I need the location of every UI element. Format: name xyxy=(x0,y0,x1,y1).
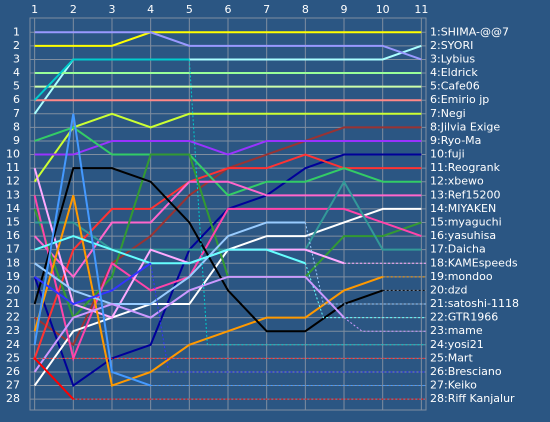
series-line xyxy=(34,262,152,306)
legend-label: 18:KAMEspeeds xyxy=(430,256,518,269)
y-tick-label: 25 xyxy=(6,351,20,364)
series-line xyxy=(34,221,306,306)
x-tick-label: 2 xyxy=(70,3,77,16)
y-tick-label: 23 xyxy=(6,324,20,337)
y-tick-label: 17 xyxy=(6,243,20,256)
legend-label: 19:mondoo xyxy=(430,270,493,283)
legend-label: 3:Lybius xyxy=(430,52,475,65)
x-tick-label: 3 xyxy=(108,3,115,16)
legend-label: 23:mame xyxy=(430,324,483,337)
x-tick-label: 7 xyxy=(263,3,270,16)
series-line xyxy=(33,112,422,183)
legend-label: 27:Keiko xyxy=(430,379,477,392)
x-tick-label: 9 xyxy=(341,3,348,16)
x-tick-label: 1 xyxy=(31,3,38,16)
series-line xyxy=(34,126,422,197)
legend-label: 8:Jilvia Exige xyxy=(430,120,500,133)
legend-label: 15:myaguchi xyxy=(430,215,502,228)
y-tick-label: 14 xyxy=(6,202,20,215)
y-tick-label: 22 xyxy=(6,311,20,324)
series-line xyxy=(33,113,151,387)
y-tick-label: 15 xyxy=(6,215,20,228)
series-line xyxy=(34,31,422,61)
x-tick-label: 4 xyxy=(147,3,154,16)
y-tick-label: 26 xyxy=(6,365,20,378)
legend-label: 20:dzd xyxy=(430,283,467,296)
series-line xyxy=(33,153,422,359)
legend-label: 1:SHIMA-@@7 xyxy=(430,25,509,38)
legend-label: 10:fuji xyxy=(430,148,465,161)
legend-label: 4:Eldrick xyxy=(430,66,478,79)
x-tick-label: 8 xyxy=(302,3,309,16)
y-tick-label: 12 xyxy=(6,175,20,188)
legend-label: 22:GTR1966 xyxy=(430,311,498,324)
legend-label: 26:Bresciano xyxy=(430,365,502,378)
y-tick-label: 10 xyxy=(6,148,20,161)
series-line xyxy=(33,58,190,101)
legend-label: 28:Riff Kanjalur xyxy=(430,392,515,405)
y-tick-label: 8 xyxy=(13,120,20,133)
legend-label: 12:xbewo xyxy=(430,175,484,188)
y-tick-label: 3 xyxy=(13,52,20,65)
x-tick-label: 6 xyxy=(225,3,232,16)
legend-label: 13:Ref15200 xyxy=(430,188,501,201)
y-tick-label: 27 xyxy=(6,379,20,392)
y-tick-label: 13 xyxy=(6,188,20,201)
x-tick-label: 5 xyxy=(186,3,193,16)
legend-label: 24:yosi21 xyxy=(430,338,484,351)
y-tick-label: 1 xyxy=(13,25,20,38)
legend-label: 7:Negi xyxy=(430,107,466,120)
x-tick-label: 11 xyxy=(414,3,428,16)
legend-label: 25:Mart xyxy=(430,351,473,364)
legend-label: 2:SYORI xyxy=(430,39,473,52)
y-tick-label: 20 xyxy=(6,283,20,296)
series-line xyxy=(33,357,75,400)
y-tick-label: 2 xyxy=(13,39,20,52)
legend-label: 16:yasuhisa xyxy=(430,229,496,242)
legend-label: 9:Ryo-Ma xyxy=(430,134,481,147)
y-tick-label: 16 xyxy=(6,229,20,242)
y-tick-label: 6 xyxy=(13,93,20,106)
dropout-connector xyxy=(188,59,426,346)
y-tick-label: 28 xyxy=(6,392,20,405)
y-tick-label: 7 xyxy=(13,107,20,120)
y-tick-label: 9 xyxy=(13,134,20,147)
dropout-connector xyxy=(343,317,426,332)
y-tick-label: 4 xyxy=(13,66,20,79)
legend-label: 5:Cafe06 xyxy=(430,80,480,93)
y-tick-label: 5 xyxy=(13,80,20,93)
legend-label: 17:Daicha xyxy=(430,243,486,256)
x-tick-label: 10 xyxy=(376,3,390,16)
legend-label: 6:Emirio jp xyxy=(430,93,489,106)
series-line xyxy=(34,31,422,47)
legend-label: 11:Reogrank xyxy=(430,161,501,174)
legend-label: 14:MIYAKEN xyxy=(430,202,496,215)
y-tick-label: 19 xyxy=(6,270,20,283)
series-line xyxy=(33,275,345,373)
y-tick-label: 11 xyxy=(6,161,20,174)
y-tick-label: 18 xyxy=(6,256,20,269)
dropout-connector xyxy=(150,263,426,373)
y-tick-label: 21 xyxy=(6,297,20,310)
y-tick-label: 24 xyxy=(6,338,20,351)
legend-label: 21:satoshi-1118 xyxy=(430,297,519,310)
series-line xyxy=(34,235,306,265)
dropout-connector xyxy=(304,263,426,319)
